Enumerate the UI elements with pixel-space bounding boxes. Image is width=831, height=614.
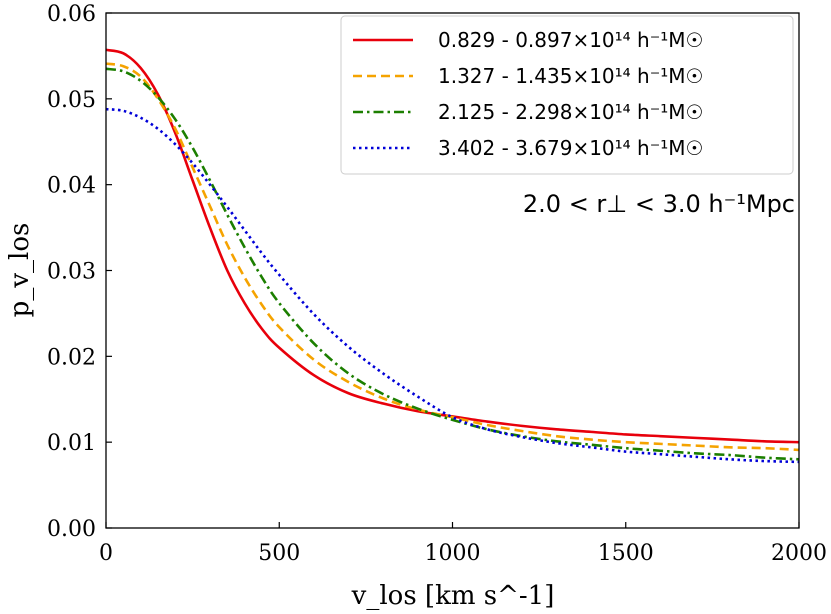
legend: 0.829 - 0.897×10¹⁴ h⁻¹M☉ 1.327 - 1.435×10… — [340, 15, 794, 175]
legend-label-3: 2.125 - 2.298×10¹⁴ h⁻¹M☉ — [438, 100, 703, 124]
y-tick-label: 0.03 — [47, 260, 96, 285]
x-axis-label: v_los [km s^-1] — [351, 581, 555, 611]
series-line-1 — [105, 48, 800, 444]
y-tick-label: 0.02 — [47, 345, 96, 370]
x-tick-label: 500 — [258, 541, 300, 566]
legend-label-1: 0.829 - 0.897×10¹⁴ h⁻¹M☉ — [438, 28, 703, 52]
y-tick-label: 0.01 — [47, 431, 96, 456]
x-tick-label: 1500 — [598, 541, 654, 566]
x-tick-label: 1000 — [425, 541, 481, 566]
x-tick-label: 2000 — [771, 541, 827, 566]
series-line-2 — [105, 62, 800, 452]
x-tick-label: 0 — [99, 541, 113, 566]
ticks-layer: 0 500 1000 1500 2000 0.00 0.01 0.02 0.03 0.04 0.05… — [47, 2, 827, 566]
y-tick-label: 0.04 — [47, 174, 96, 199]
legend-label-2: 1.327 - 1.435×10¹⁴ h⁻¹M☉ — [438, 64, 703, 88]
legend-box — [340, 15, 794, 175]
y-tick-label: 0.05 — [47, 88, 96, 113]
legend-items: 0.829 - 0.897×10¹⁴ h⁻¹M☉ 1.327 - 1.435×10… — [353, 28, 703, 160]
y-tick-label: 0.06 — [47, 2, 96, 27]
y-axis-label: p_v_los — [5, 223, 35, 318]
y-tick-label: 0.00 — [47, 517, 96, 542]
range-annotation: 2.0 < r⊥ < 3.0 h⁻¹Mpc — [523, 190, 795, 218]
series-line-3 — [105, 67, 800, 461]
legend-label-4: 3.402 - 3.679×10¹⁴ h⁻¹M☉ — [438, 136, 703, 160]
series-layer — [105, 48, 800, 464]
